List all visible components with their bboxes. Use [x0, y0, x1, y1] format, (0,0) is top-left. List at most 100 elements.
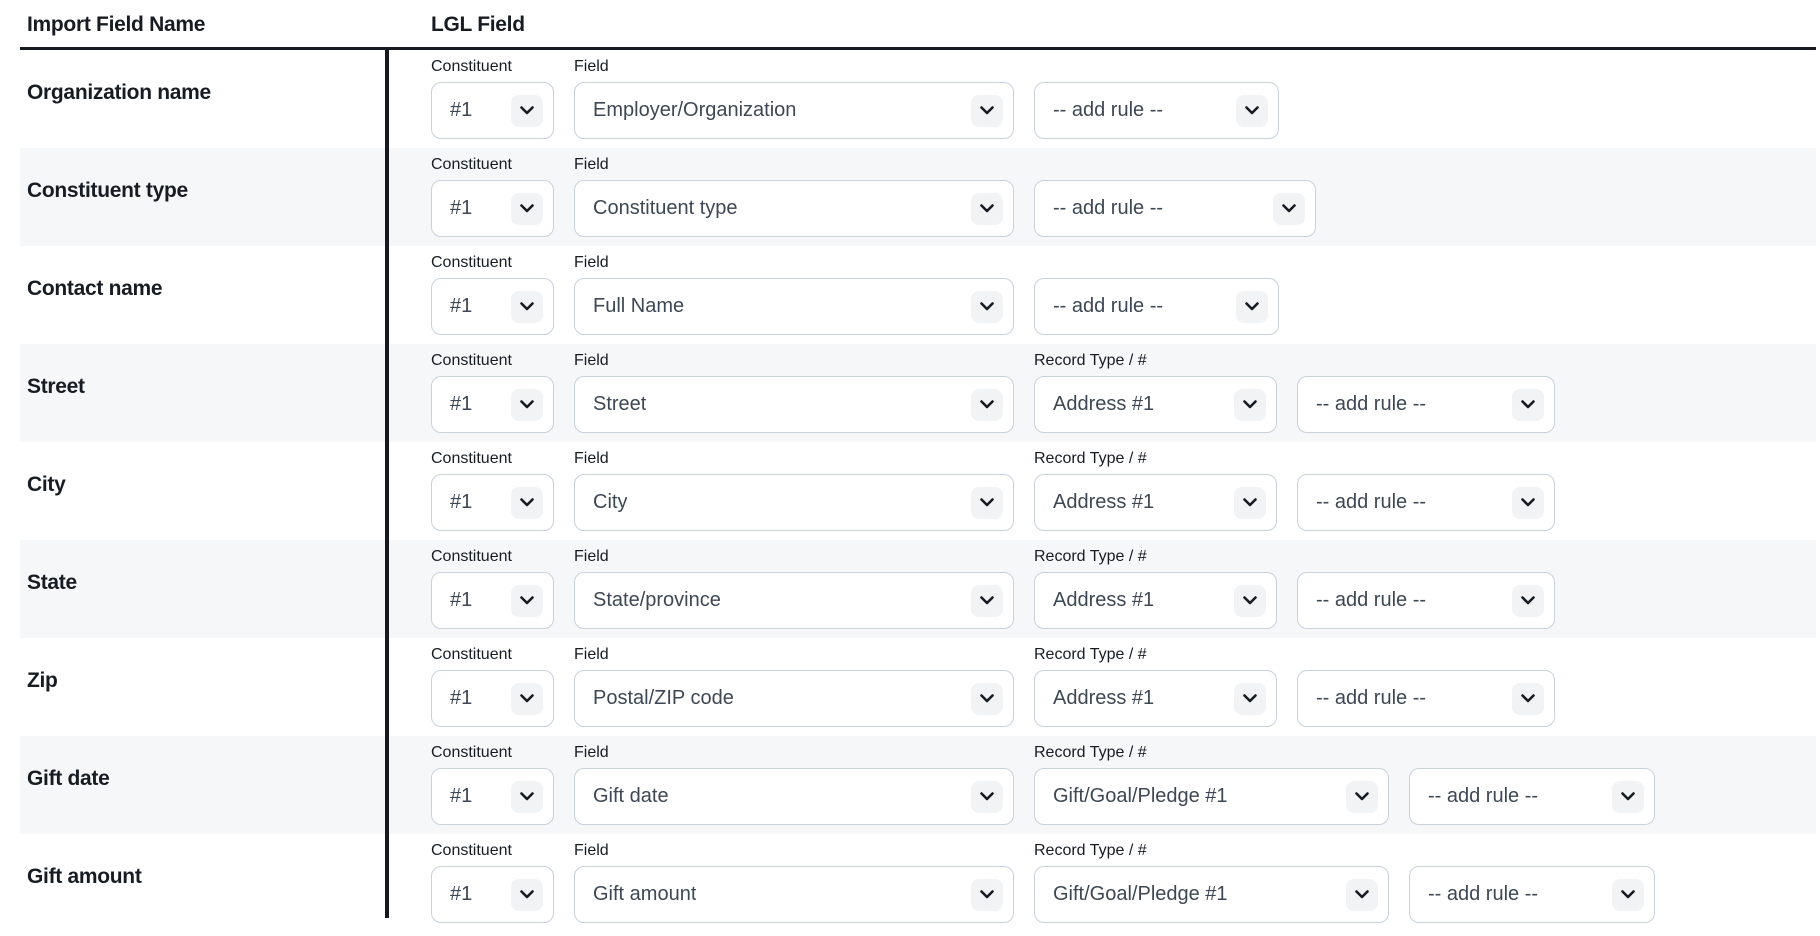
field-select[interactable]: Postal/ZIP code: [574, 670, 1014, 727]
column-header-import-field-name: Import Field Name: [27, 13, 206, 36]
table-row: Street Constituent #1 Field Street: [20, 344, 1816, 442]
field-select[interactable]: Gift amount: [574, 866, 1014, 923]
table-header-row: Import Field Name LGL Field: [20, 0, 1816, 50]
field-select[interactable]: City: [574, 474, 1014, 531]
chevron-down-icon: [511, 584, 543, 617]
field-group: Field Full Name: [574, 254, 1014, 335]
add-rule-group: -- add rule --: [1034, 82, 1279, 139]
record-type-select[interactable]: Address #1: [1034, 474, 1277, 531]
constituent-select[interactable]: #1: [431, 474, 554, 531]
record-type-select[interactable]: Gift/Goal/Pledge #1: [1034, 866, 1389, 923]
constituent-select[interactable]: #1: [431, 278, 554, 335]
import-field-name: Gift amount: [27, 865, 142, 888]
add-rule-select[interactable]: -- add rule --: [1409, 768, 1655, 825]
import-field-name: State: [27, 571, 77, 594]
field-select[interactable]: Employer/Organization: [574, 82, 1014, 139]
chevron-down-icon: [971, 780, 1003, 813]
import-field-name: Street: [27, 375, 85, 398]
constituent-select[interactable]: #1: [431, 572, 554, 629]
add-rule-select[interactable]: -- add rule --: [1409, 866, 1655, 923]
record-type-group: Record Type / # Gift/Goal/Pledge #1: [1034, 842, 1389, 923]
field-label: Field: [574, 156, 609, 173]
constituent-select[interactable]: #1: [431, 866, 554, 923]
field-label: Field: [574, 744, 609, 761]
field-select-value: City: [593, 491, 628, 513]
record-type-label: Record Type / #: [1034, 842, 1147, 859]
constituent-label: Constituent: [431, 646, 512, 663]
constituent-select[interactable]: #1: [431, 82, 554, 139]
table-row: Gift date Constituent #1 Field Gift date: [20, 736, 1816, 834]
chevron-down-icon: [971, 878, 1003, 911]
add-rule-select[interactable]: -- add rule --: [1034, 82, 1279, 139]
record-type-select-value: Gift/Goal/Pledge #1: [1053, 785, 1228, 807]
field-select[interactable]: Constituent type: [574, 180, 1014, 237]
constituent-select[interactable]: #1: [431, 180, 554, 237]
add-rule-select[interactable]: -- add rule --: [1297, 670, 1555, 727]
field-group: Field Street: [574, 352, 1014, 433]
add-rule-select-value: -- add rule --: [1316, 589, 1427, 611]
column-divider: [385, 736, 389, 834]
chevron-down-icon: [1236, 94, 1268, 127]
add-rule-select[interactable]: -- add rule --: [1034, 278, 1279, 335]
import-field-name: City: [27, 473, 66, 496]
constituent-select-value: #1: [450, 883, 473, 905]
constituent-label: Constituent: [431, 450, 512, 467]
lgl-field-cell: Constituent #1 Field Gift date: [389, 736, 1816, 834]
table-row: State Constituent #1 Field State/provinc…: [20, 540, 1816, 638]
chevron-down-icon: [511, 486, 543, 519]
field-select-value: Constituent type: [593, 197, 738, 219]
field-label: Field: [574, 450, 609, 467]
constituent-group: Constituent #1: [431, 352, 554, 433]
field-select[interactable]: State/province: [574, 572, 1014, 629]
chevron-down-icon: [1273, 192, 1305, 225]
field-select[interactable]: Street: [574, 376, 1014, 433]
record-type-group: Record Type / # Address #1: [1034, 352, 1277, 433]
constituent-label: Constituent: [431, 842, 512, 859]
chevron-down-icon: [511, 192, 543, 225]
chevron-down-icon: [971, 584, 1003, 617]
record-type-select-value: Address #1: [1053, 687, 1155, 709]
lgl-field-cell: Constituent #1 Field Constituent type: [389, 148, 1816, 246]
add-rule-select[interactable]: -- add rule --: [1297, 572, 1555, 629]
record-type-select-value: Address #1: [1053, 491, 1155, 513]
add-rule-group: -- add rule --: [1034, 180, 1316, 237]
add-rule-select[interactable]: -- add rule --: [1034, 180, 1316, 237]
field-group: Field Employer/Organization: [574, 58, 1014, 139]
record-type-select[interactable]: Address #1: [1034, 572, 1277, 629]
field-select-value: Postal/ZIP code: [593, 687, 734, 709]
record-type-select[interactable]: Gift/Goal/Pledge #1: [1034, 768, 1389, 825]
column-divider: [385, 442, 389, 540]
constituent-select-value: #1: [450, 785, 473, 807]
add-rule-group: -- add rule --: [1297, 474, 1555, 531]
lgl-field-cell: Constituent #1 Field State/province: [389, 540, 1816, 638]
add-rule-select-value: -- add rule --: [1428, 785, 1539, 807]
field-select[interactable]: Gift date: [574, 768, 1014, 825]
table-row: Organization name Constituent #1 Field E…: [20, 50, 1816, 148]
chevron-down-icon: [1346, 878, 1378, 911]
chevron-down-icon: [1612, 780, 1644, 813]
constituent-group: Constituent #1: [431, 450, 554, 531]
chevron-down-icon: [971, 192, 1003, 225]
chevron-down-icon: [971, 486, 1003, 519]
add-rule-select[interactable]: -- add rule --: [1297, 376, 1555, 433]
record-type-select[interactable]: Address #1: [1034, 376, 1277, 433]
constituent-select[interactable]: #1: [431, 670, 554, 727]
field-select-value: Gift date: [593, 785, 669, 807]
constituent-group: Constituent #1: [431, 548, 554, 629]
constituent-select[interactable]: #1: [431, 376, 554, 433]
record-type-select[interactable]: Address #1: [1034, 670, 1277, 727]
field-group: Field Constituent type: [574, 156, 1014, 237]
add-rule-group: -- add rule --: [1409, 768, 1655, 825]
field-select[interactable]: Full Name: [574, 278, 1014, 335]
chevron-down-icon: [1236, 290, 1268, 323]
add-rule-select[interactable]: -- add rule --: [1297, 474, 1555, 531]
constituent-select-value: #1: [450, 295, 473, 317]
constituent-select[interactable]: #1: [431, 768, 554, 825]
table-row: Contact name Constituent #1 Field Full N…: [20, 246, 1816, 344]
lgl-field-cell: Constituent #1 Field Employer/Organizati…: [389, 50, 1816, 148]
constituent-group: Constituent #1: [431, 646, 554, 727]
constituent-group: Constituent #1: [431, 58, 554, 139]
chevron-down-icon: [971, 682, 1003, 715]
add-rule-group: -- add rule --: [1297, 670, 1555, 727]
field-group: Field State/province: [574, 548, 1014, 629]
